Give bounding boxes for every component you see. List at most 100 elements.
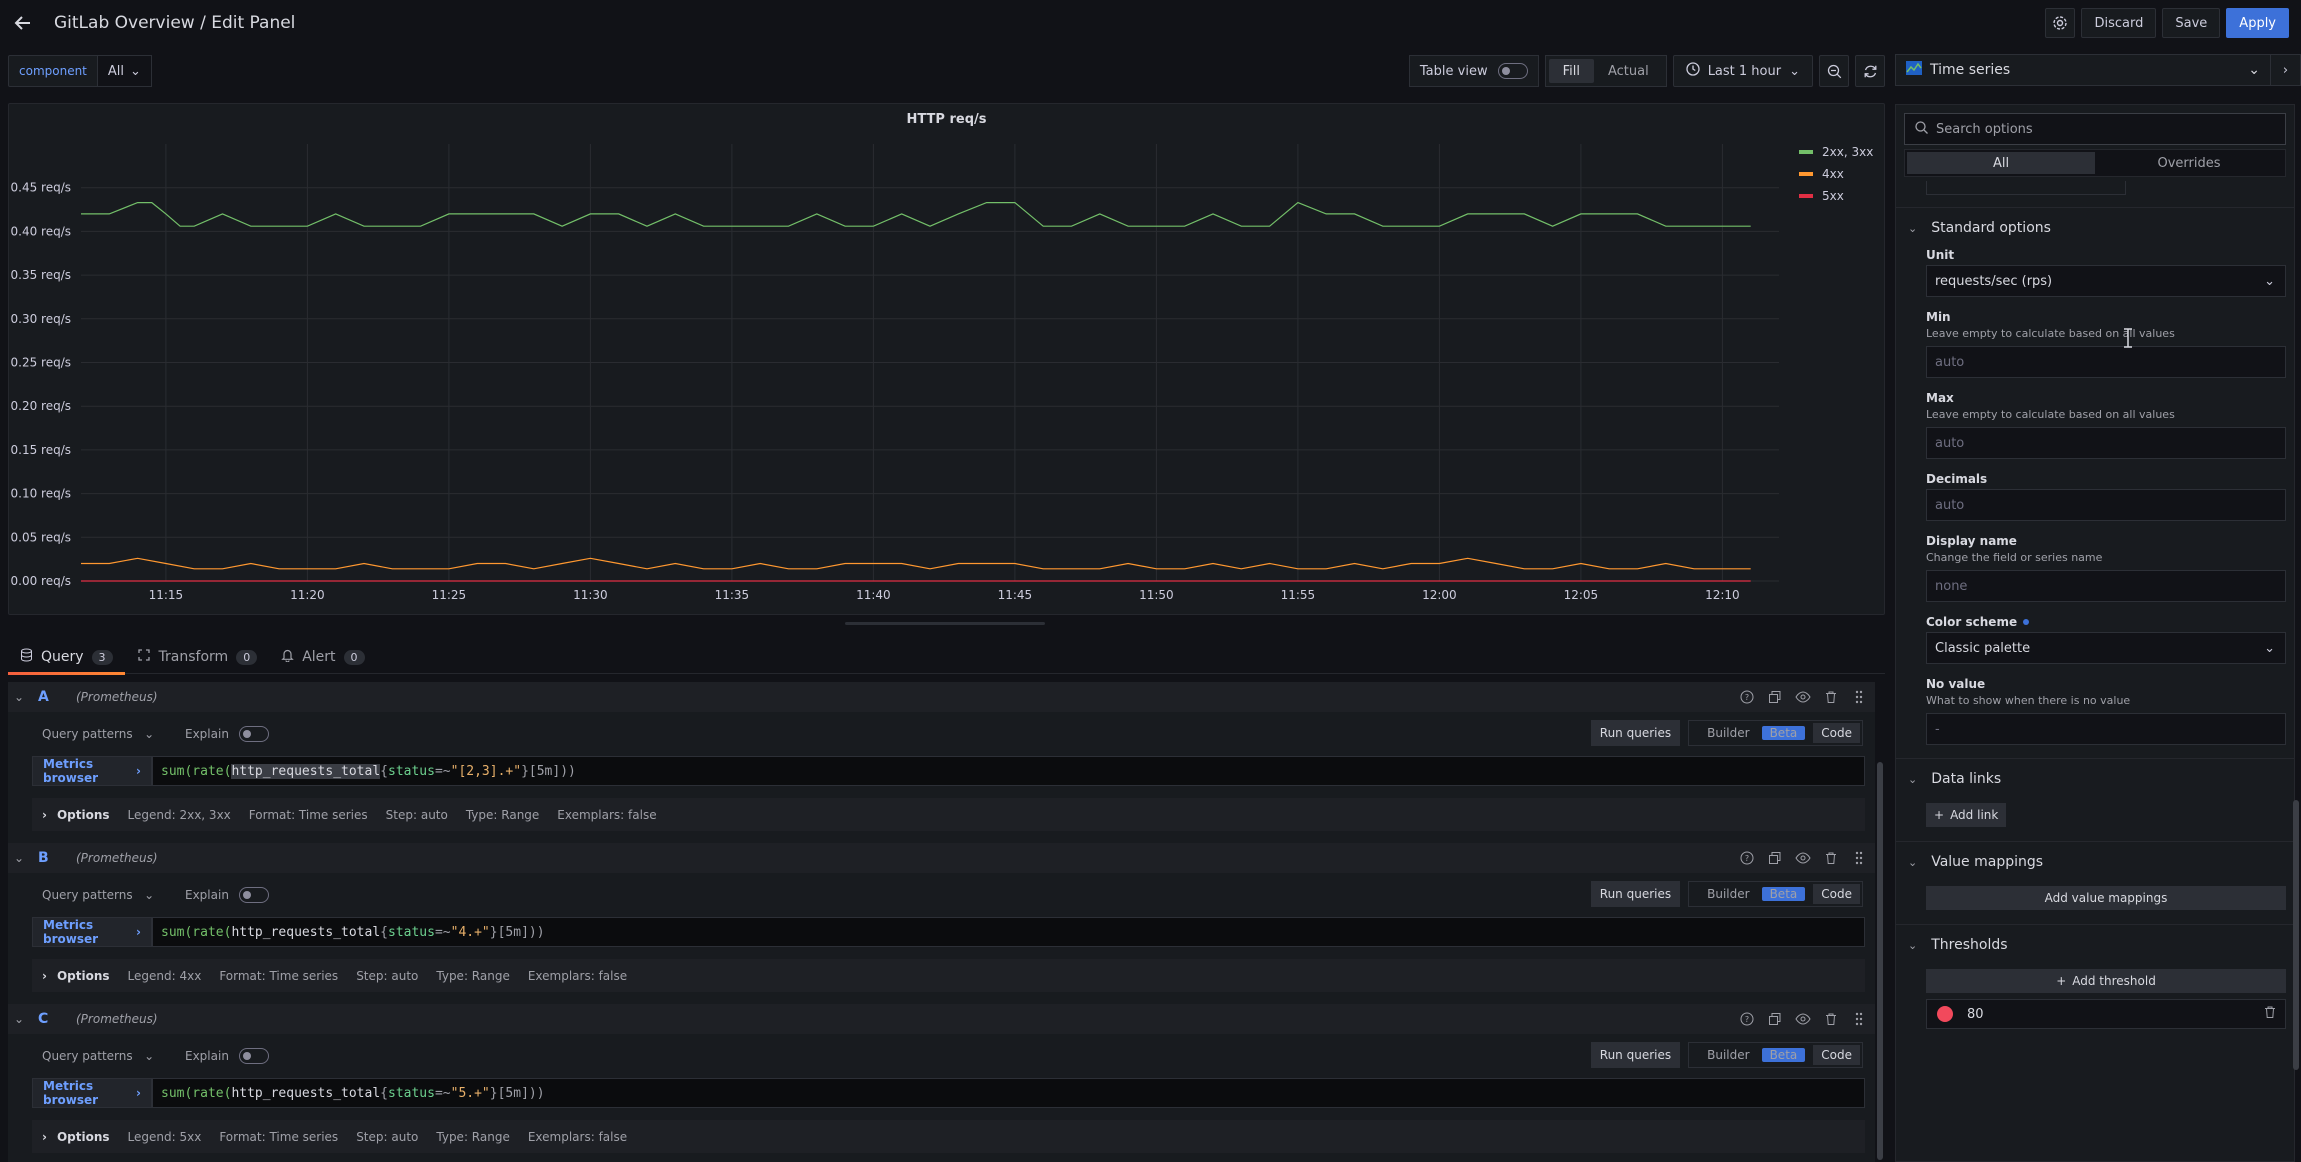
tab-alert[interactable]: Alert 0 [269,640,376,674]
search-icon [1915,120,1928,138]
options-toggle[interactable]: › Options [42,1130,110,1144]
panel-resize-handle[interactable] [845,622,1045,625]
metrics-browser-button[interactable]: Metrics browser › [32,917,152,947]
run-queries-button[interactable]: Run queries [1590,1042,1681,1068]
query-options-summary[interactable]: › Options Legend: 4xx Format: Time series… [32,959,1865,992]
color-scheme-select[interactable]: Classic palette ⌄ [1926,632,2286,664]
query-expression-input[interactable]: sum(rate(http_requests_total{status =~ "[2… [152,756,1865,786]
trash-icon[interactable] [2263,1005,2277,1023]
help-icon[interactable]: ? [1739,689,1755,705]
explain-toggle[interactable]: Explain [185,1048,269,1064]
code-option[interactable]: Code [1813,1045,1860,1065]
search-options-input[interactable]: Search options [1904,113,2286,145]
decimals-input[interactable]: auto [1926,489,2286,521]
legend-label: 5xx [1822,189,1844,203]
query-expression-input[interactable]: sum(rate(http_requests_total{status =~ "4.… [152,917,1865,947]
eye-icon[interactable] [1795,689,1811,705]
toggle-switch-icon[interactable] [238,887,269,903]
min-input[interactable]: auto [1926,346,2286,378]
query-patterns-select[interactable]: Query patterns ⌄ [42,1049,155,1063]
table-view-toggle[interactable]: Table view [1408,55,1539,87]
query-options-summary[interactable]: › Options Legend: 5xx Format: Time series… [32,1120,1865,1153]
chevron-down-icon: ⌄ [1908,221,1918,235]
settings-gear-icon[interactable] [2045,8,2076,38]
metrics-browser-button[interactable]: Metrics browser › [32,756,152,786]
explain-toggle[interactable]: Explain [185,887,269,903]
threshold-color-swatch[interactable] [1937,1006,1953,1022]
builder-code-switch: Builder Beta Code [1688,1042,1863,1068]
unit-select[interactable]: requests/sec (rps) ⌄ [1926,265,2286,297]
collapse-chevron-icon[interactable]: ⌄ [13,690,25,704]
drag-handle-icon[interactable] [1851,1011,1867,1027]
query-letter[interactable]: C [38,1011,49,1027]
options-label: Options [56,968,110,983]
query-patterns-select[interactable]: Query patterns ⌄ [42,888,155,902]
eye-icon[interactable] [1795,850,1811,866]
back-arrow-icon[interactable] [0,0,46,46]
code-option[interactable]: Code [1813,723,1860,743]
code-option[interactable]: Code [1813,884,1860,904]
options-toggle[interactable]: › Options [42,969,110,983]
no-value-placeholder: - [1935,721,1940,737]
toggle-switch-icon[interactable] [238,1048,269,1064]
toggle-switch-icon[interactable] [238,726,269,742]
drag-handle-icon[interactable] [1851,689,1867,705]
trash-icon[interactable] [1823,689,1839,705]
help-icon[interactable]: ? [1739,850,1755,866]
chevron-right-icon[interactable]: › [2271,54,2301,86]
trash-icon[interactable] [1823,1011,1839,1027]
collapse-chevron-icon[interactable]: ⌄ [13,1012,25,1026]
tab-all[interactable]: All [1907,152,2095,174]
eye-icon[interactable] [1795,1011,1811,1027]
builder-option[interactable]: Builder Beta [1691,1048,1813,1062]
options-toggle[interactable]: › Options [42,808,110,822]
query-options-summary[interactable]: › Options Legend: 2xx, 3xx Format: Time s… [32,798,1865,831]
value-mappings-header[interactable]: ⌄ Value mappings [1896,842,2294,882]
explain-toggle[interactable]: Explain [185,726,269,742]
fill-option[interactable]: Fill [1548,59,1594,83]
x-tick-label: 11:45 [998,588,1033,602]
variable-select[interactable]: All ⌄ [97,55,152,87]
run-queries-button[interactable]: Run queries [1590,881,1681,907]
sidebar-scrollbar[interactable] [2293,800,2299,1070]
data-links-header[interactable]: ⌄ Data links [1896,759,2294,799]
toggle-switch-icon[interactable] [1497,63,1528,79]
query-letter[interactable]: A [38,689,49,705]
duplicate-icon[interactable] [1767,850,1783,866]
tab-transform[interactable]: Transform 0 [125,640,270,674]
no-value-input[interactable]: - [1926,713,2286,745]
query-patterns-select[interactable]: Query patterns ⌄ [42,727,155,741]
duplicate-icon[interactable] [1767,689,1783,705]
refresh-icon[interactable] [1855,55,1885,87]
drag-handle-icon[interactable] [1851,850,1867,866]
discard-button[interactable]: Discard [2081,8,2157,38]
max-input[interactable]: auto [1926,427,2286,459]
builder-option[interactable]: Builder Beta [1691,726,1813,740]
visualization-picker[interactable]: Time series ⌄ [1895,54,2271,86]
zoom-out-icon[interactable] [1819,55,1849,87]
query-scrollbar[interactable] [1877,762,1883,1160]
standard-options-header[interactable]: ⌄ Standard options [1896,208,2294,248]
tab-overrides[interactable]: Overrides [2157,155,2221,171]
threshold-value[interactable]: 80 [1967,1006,1984,1022]
duplicate-icon[interactable] [1767,1011,1783,1027]
add-value-mappings-button[interactable]: Add value mappings [1926,886,2286,910]
tab-query[interactable]: Query 3 [8,640,125,675]
query-expression-input[interactable]: sum(rate(http_requests_total{status =~ "5.… [152,1078,1865,1108]
legend-summary: Legend: 4xx [127,968,202,983]
save-button[interactable]: Save [2162,8,2221,38]
collapse-chevron-icon[interactable]: ⌄ [13,851,25,865]
actual-option[interactable]: Actual [1607,63,1649,79]
thresholds-header[interactable]: ⌄ Thresholds [1896,925,2294,965]
run-queries-button[interactable]: Run queries [1590,720,1681,746]
query-letter[interactable]: B [38,850,49,866]
add-threshold-button[interactable]: + Add threshold [1926,969,2286,993]
builder-option[interactable]: Builder Beta [1691,887,1813,901]
help-icon[interactable]: ? [1739,1011,1755,1027]
display-name-input[interactable]: none [1926,570,2286,602]
trash-icon[interactable] [1823,850,1839,866]
apply-button[interactable]: Apply [2226,8,2289,38]
add-link-button[interactable]: + Add link [1926,803,2007,827]
metrics-browser-button[interactable]: Metrics browser › [32,1078,152,1108]
time-range-picker[interactable]: Last 1 hour ⌄ [1672,55,1813,87]
